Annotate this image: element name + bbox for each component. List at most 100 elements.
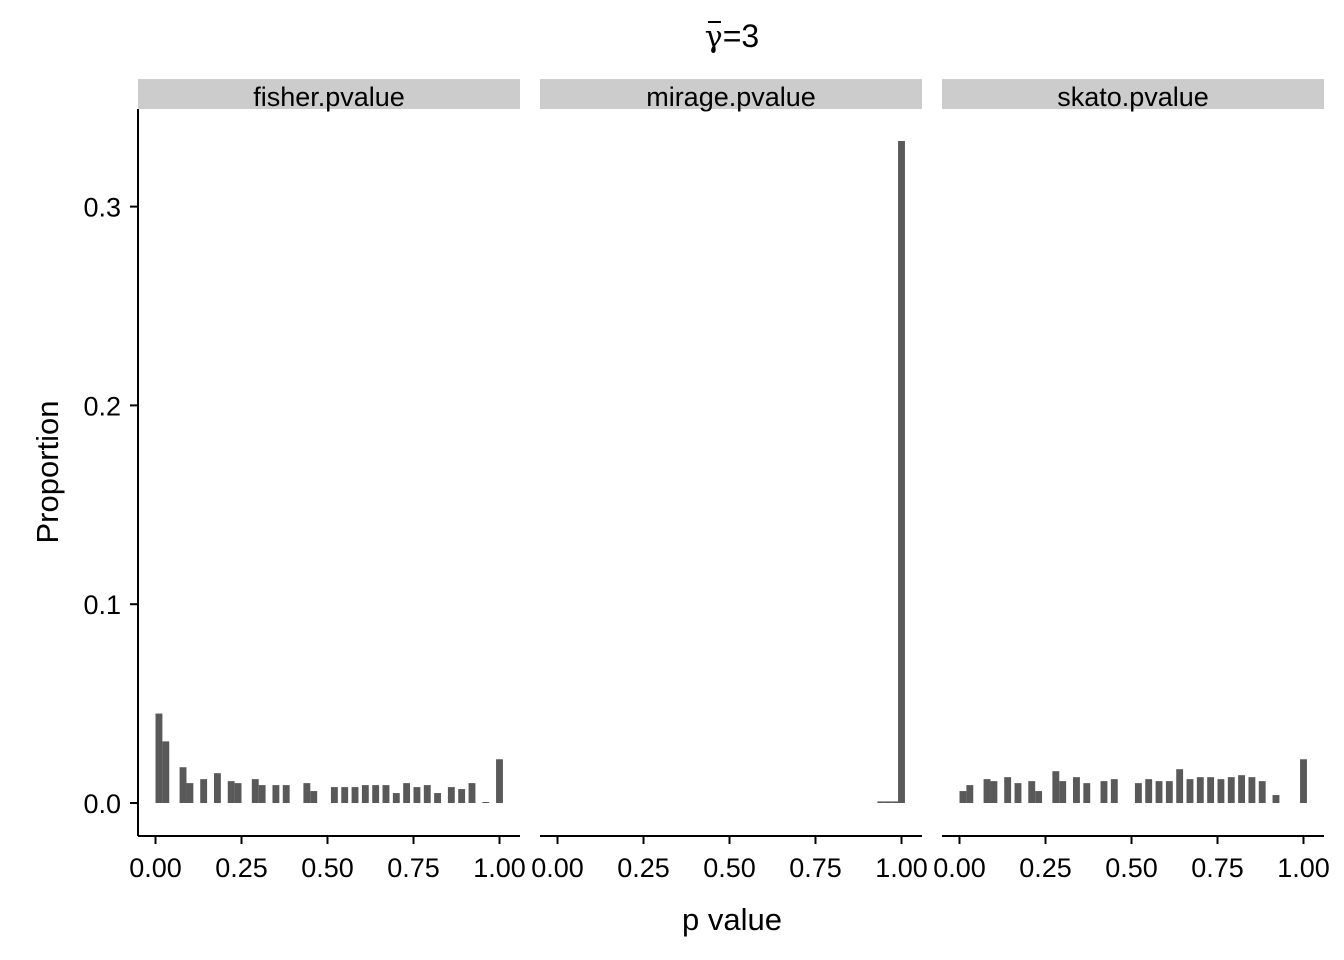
facet-strip: [138, 79, 520, 109]
histogram-bar: [162, 741, 170, 803]
y-tick-label: 0.0: [83, 789, 121, 819]
x-tick-label: 0.00: [933, 853, 986, 883]
histogram-bar: [1238, 775, 1246, 803]
x-tick-label: 1.00: [875, 853, 928, 883]
histogram-bar: [1217, 779, 1225, 803]
histogram-bar: [213, 773, 221, 803]
histogram-bar: [272, 785, 280, 803]
facet-strip: [942, 79, 1324, 109]
histogram-bar: [1207, 777, 1215, 803]
histogram-bar: [482, 802, 490, 803]
x-tick-label: 0.00: [531, 853, 584, 883]
x-tick-label: 0.75: [387, 853, 440, 883]
y-tick-label: 0.2: [83, 391, 121, 421]
histogram-bar: [330, 787, 338, 803]
histogram-bar: [966, 785, 974, 803]
gamma-bar-symbol: γ: [705, 16, 723, 60]
histogram-bar: [1028, 781, 1036, 803]
histogram-bar: [468, 783, 476, 803]
histogram-bar: [179, 767, 187, 803]
histogram-bar: [361, 785, 369, 803]
histogram-bar: [496, 759, 503, 803]
x-tick-label: 0.25: [617, 853, 670, 883]
x-tick-label: 0.75: [1191, 853, 1244, 883]
histogram-bar: [282, 785, 290, 803]
histogram-bar: [303, 783, 311, 803]
facet-strip-label: fisher.pvalue: [253, 82, 405, 112]
histogram-bar: [1134, 783, 1142, 803]
histogram-bar: [351, 787, 359, 803]
x-tick-label: 1.00: [1277, 853, 1330, 883]
x-axis-title: p value: [682, 902, 782, 937]
histogram-bar: [1073, 777, 1080, 803]
histogram-bar: [1272, 795, 1280, 803]
histogram-bar: [447, 787, 455, 803]
histogram-bar: [877, 801, 885, 803]
histogram-bar: [1110, 779, 1118, 803]
histogram-bar: [413, 787, 421, 803]
histogram-bar: [959, 791, 967, 803]
chart-title: γ=3: [0, 14, 1344, 60]
x-tick-label: 0.50: [1105, 853, 1158, 883]
histogram-bar: [1258, 781, 1266, 803]
histogram-bar: [1300, 759, 1307, 803]
histogram-bar: [1248, 777, 1256, 803]
histogram-bar: [372, 785, 380, 803]
histogram-bar: [258, 785, 266, 803]
x-tick-label: 0.25: [215, 853, 268, 883]
histogram-bar: [423, 785, 431, 803]
histogram-bar: [251, 779, 259, 803]
histogram-bar: [458, 789, 466, 803]
histogram-bar: [1155, 781, 1163, 803]
histogram-bar: [392, 793, 400, 803]
histogram-bar: [1083, 783, 1091, 803]
histogram-bar: [1035, 791, 1043, 803]
histogram-bar: [1196, 777, 1204, 803]
histogram-bar: [310, 791, 318, 803]
x-tick-label: 0.50: [703, 853, 756, 883]
histogram-bar: [1165, 781, 1173, 803]
histogram-bar: [227, 781, 235, 803]
histogram-bar: [434, 793, 442, 803]
histogram-bar: [898, 140, 905, 804]
histogram-bar: [155, 713, 163, 803]
histogram-bar: [1059, 781, 1067, 803]
facet-strip-label: skato.pvalue: [1057, 82, 1209, 112]
title-symbol: γ: [704, 20, 723, 55]
histogram-bar: [234, 783, 242, 803]
title-suffix: =3: [722, 18, 760, 54]
x-tick-label: 0.50: [301, 853, 354, 883]
histogram-bar: [891, 801, 899, 803]
facet-strip-label: mirage.pvalue: [646, 82, 816, 112]
facet-strip: [540, 79, 922, 109]
y-axis: 0.0 0.1 0.2 0.3: [83, 109, 139, 836]
histogram-bar: [1004, 777, 1012, 803]
histogram-bar: [1100, 781, 1108, 803]
y-tick-label: 0.1: [83, 590, 121, 620]
panel-mirage-pvalue: mirage.pvalue 0.00 0.25 0.50 0.75 1.00: [531, 79, 928, 883]
histogram-bar: [1186, 779, 1194, 803]
histogram-bar: [382, 785, 390, 803]
histogram-bar: [990, 781, 998, 803]
x-tick-label: 0.00: [129, 853, 182, 883]
histogram-bar: [403, 783, 411, 803]
panel-fisher-pvalue: fisher.pvalue 0.00 0.25 0.50 0.75 1.00: [129, 79, 526, 883]
histogram-bar: [1176, 769, 1184, 803]
histogram-bar: [884, 801, 892, 803]
panel-skato-pvalue: skato.pvalue 0.00 0.25 0.50 0.75 1.00: [933, 79, 1330, 883]
x-tick-label: 0.75: [789, 853, 842, 883]
y-axis-title: Proportion: [30, 400, 65, 543]
histogram-bar: [200, 779, 208, 803]
y-tick-label: 0.3: [83, 193, 121, 223]
histogram-bar: [983, 779, 991, 803]
histogram-bar: [1145, 779, 1153, 803]
histogram-bar: [1014, 783, 1022, 803]
histogram-bar: [1227, 777, 1235, 803]
histogram-bar: [341, 787, 349, 803]
histogram-bar: [1052, 771, 1060, 803]
histogram-bar: [186, 783, 194, 803]
x-tick-label: 1.00: [473, 853, 526, 883]
x-tick-label: 0.25: [1019, 853, 1072, 883]
